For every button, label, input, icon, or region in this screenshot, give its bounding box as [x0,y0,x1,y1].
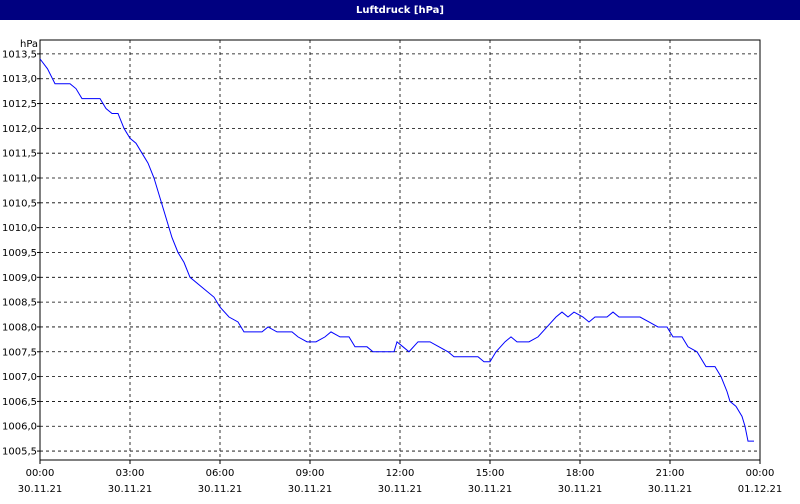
x-tick-label: 12:00 [386,468,415,479]
y-tick-label: 1009,0 [2,273,37,284]
y-tick-label: 1009,5 [2,248,37,259]
plot-border [39,39,761,461]
x-tick-date: 30.11.21 [558,484,603,495]
y-tick-label: 1012,0 [2,124,37,135]
y-tick-label: 1008,5 [2,298,37,309]
x-tick-date: 01.12.21 [738,484,783,495]
x-tick-date: 30.11.21 [18,484,63,495]
x-tick-label: 06:00 [206,468,235,479]
y-tick-label: 1010,0 [2,223,37,234]
y-tick-label: 1008,0 [2,322,37,333]
y-tick-label: 1005,5 [2,447,37,458]
y-axis-label: hPa [20,39,38,50]
y-tick-label: 1013,5 [2,49,37,60]
y-tick-label: 1011,0 [2,174,37,185]
x-tick-date: 30.11.21 [468,484,513,495]
x-tick-date: 30.11.21 [288,484,333,495]
x-tick-label: 00:00 [26,468,55,479]
x-tick-date: 30.11.21 [648,484,693,495]
x-tick-date: 30.11.21 [378,484,423,495]
y-tick-label: 1011,5 [2,149,37,160]
y-tick-label: 1013,0 [2,74,37,85]
x-tick-label: 18:00 [566,468,595,479]
chart-title: Luftdruck [hPa] [356,5,444,16]
x-tick-label: 09:00 [296,468,325,479]
x-tick-label: 15:00 [476,468,505,479]
title-bar [0,0,800,20]
y-tick-label: 1010,5 [2,198,37,209]
y-tick-label: 1006,0 [2,422,37,433]
y-tick-label: 1006,5 [2,397,37,408]
data-line [39,58,754,442]
y-tick-label: 1012,5 [2,99,37,110]
y-tick-label: 1007,0 [2,372,37,383]
x-tick-label: 00:00 [746,468,775,479]
x-tick-label: 21:00 [656,468,685,479]
y-tick-label: 1007,5 [2,347,37,358]
x-tick-date: 30.11.21 [198,484,243,495]
x-tick-label: 03:00 [116,468,145,479]
x-tick-date: 30.11.21 [108,484,153,495]
